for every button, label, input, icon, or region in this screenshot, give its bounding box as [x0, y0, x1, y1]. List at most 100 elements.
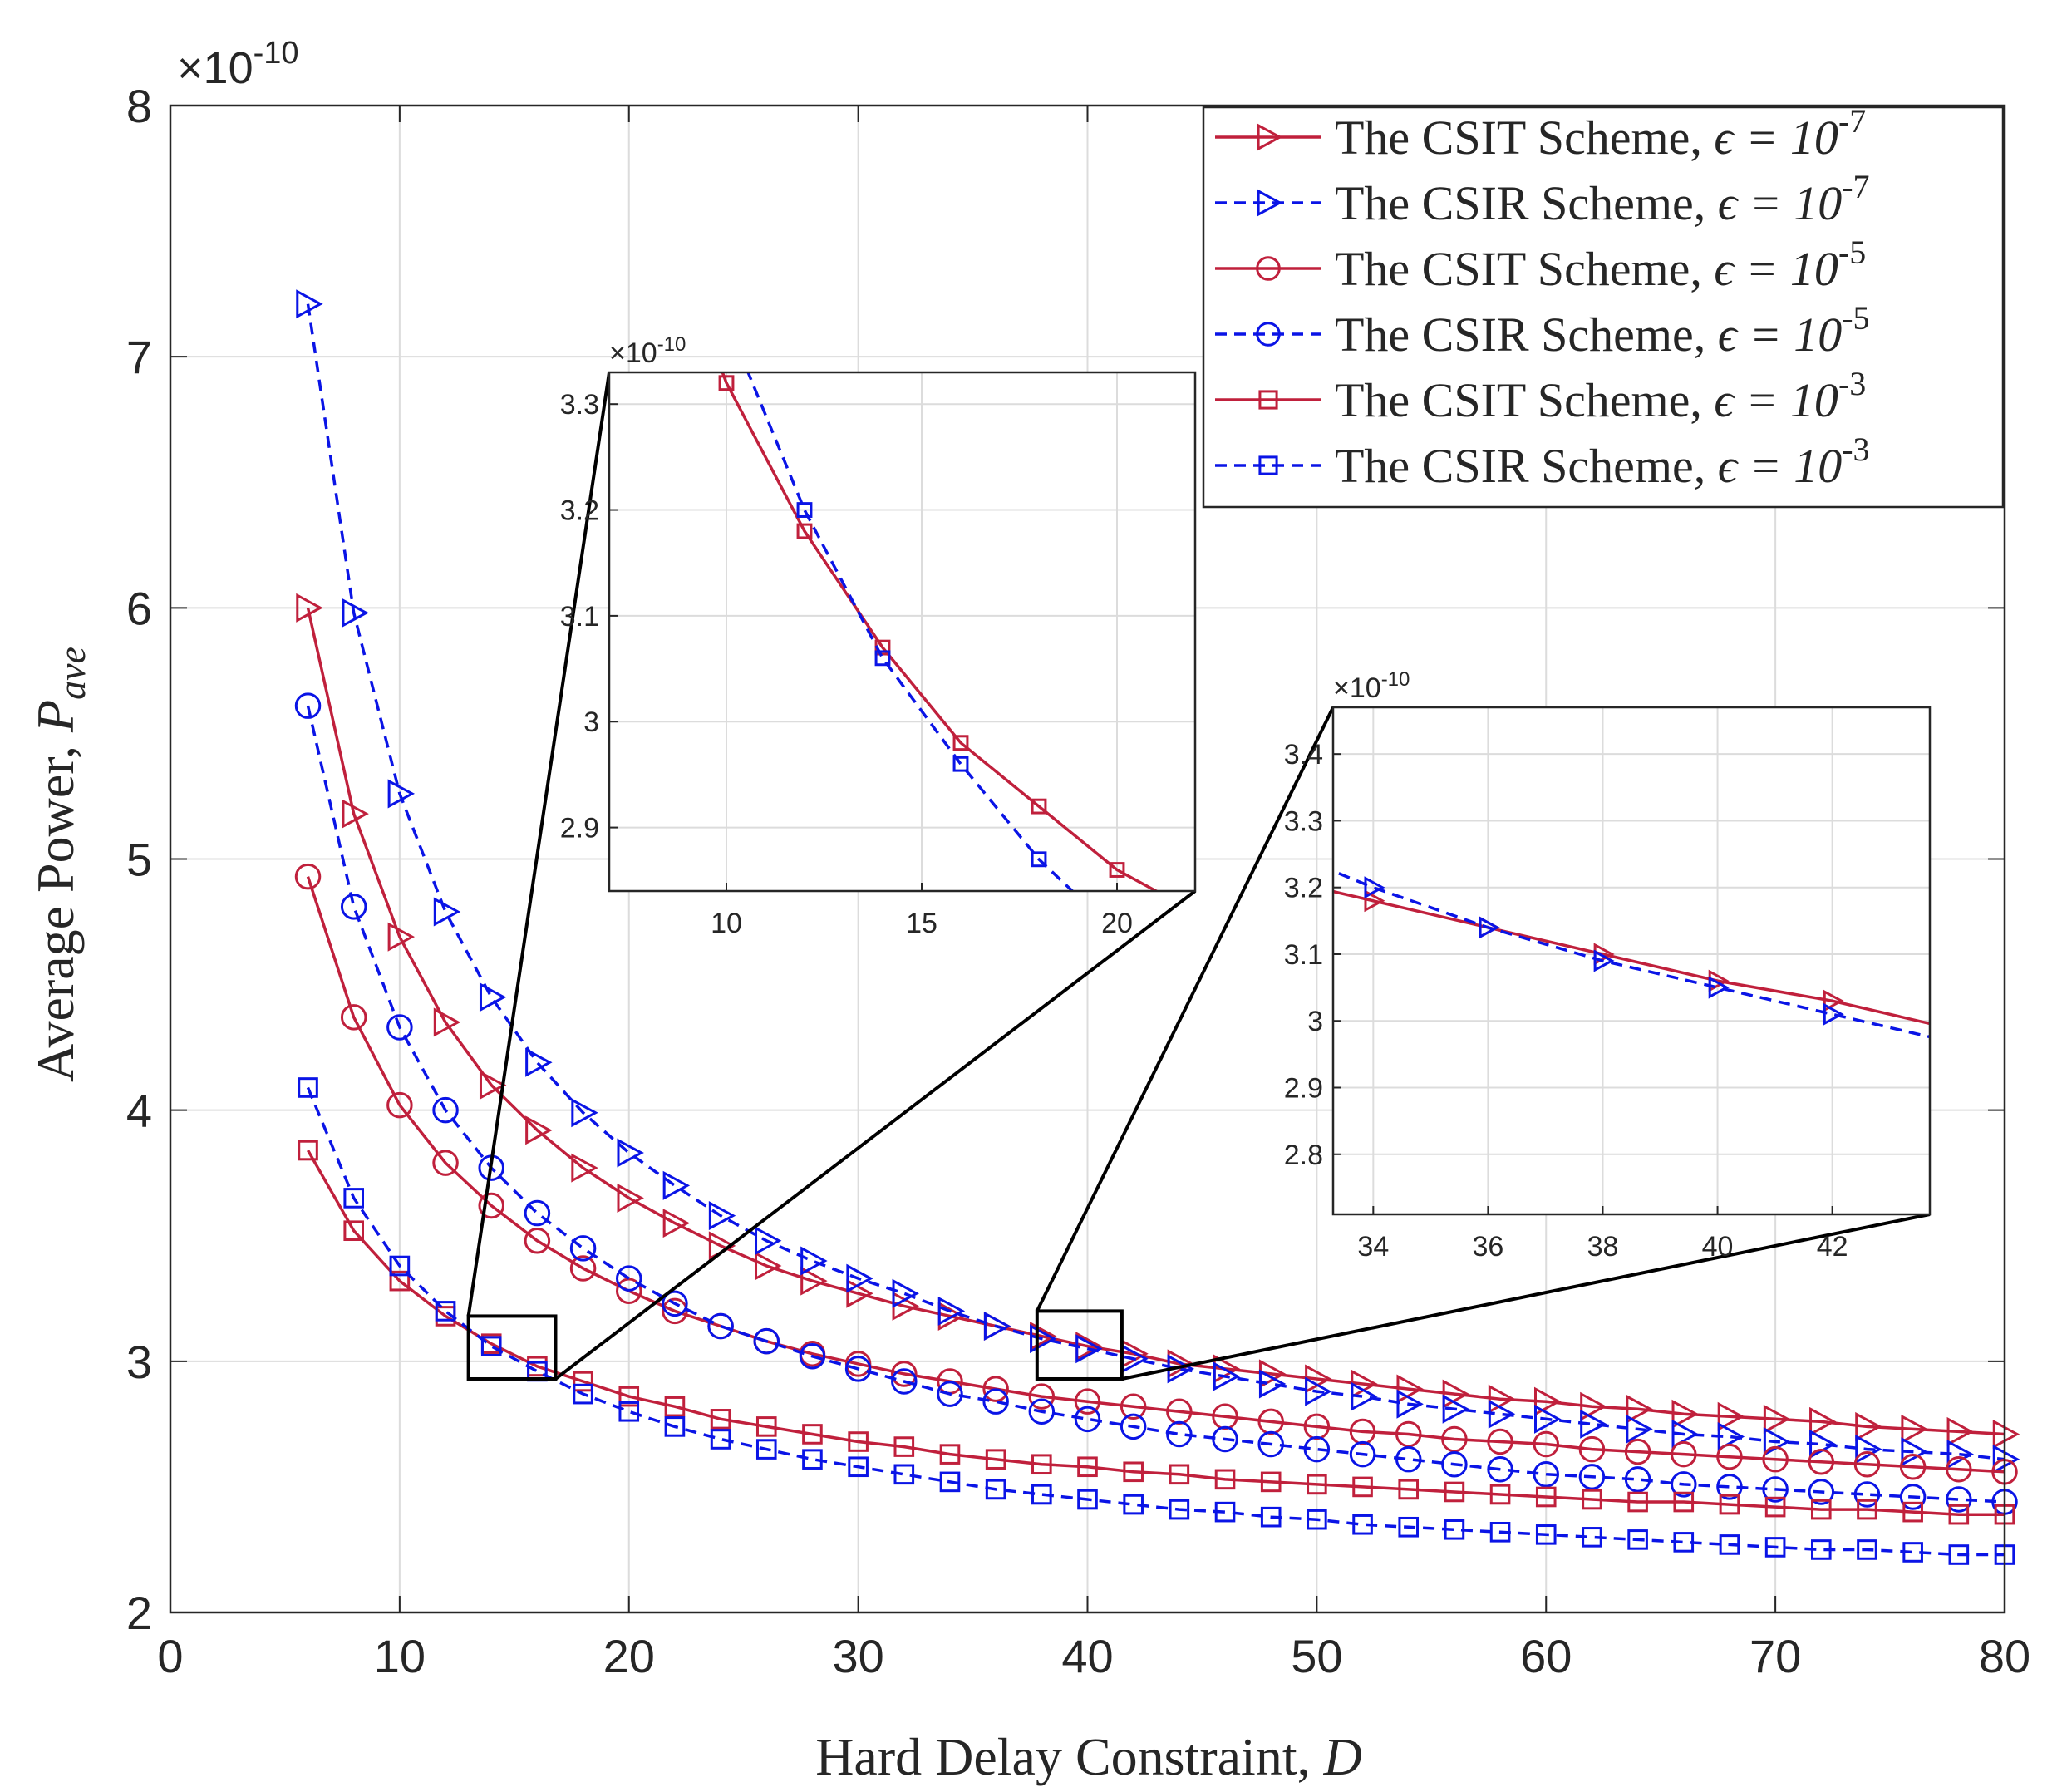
y-tick-label: 7: [126, 331, 152, 383]
triangle-marker: [1823, 1002, 1844, 1026]
square-marker: [1260, 1506, 1282, 1528]
legend-eps-power: -5: [1838, 234, 1866, 271]
circle-marker: [1074, 1388, 1101, 1415]
triangle-marker: [892, 1278, 919, 1308]
square-marker: [1948, 1544, 1970, 1565]
circle-marker: [1671, 1471, 1697, 1498]
square-marker: [389, 1270, 411, 1292]
square-marker: [1258, 390, 1278, 410]
triangle-marker: [2054, 1051, 2057, 1070]
square-marker: [1764, 1537, 1786, 1558]
triangle-marker: [525, 1115, 553, 1145]
circle-marker: [1578, 1464, 1606, 1490]
circle-marker: [1624, 1466, 1651, 1493]
circle-marker: [662, 1290, 688, 1317]
circle-marker: [1716, 1443, 1743, 1470]
square-marker: [755, 1416, 777, 1437]
triangle-marker: [755, 1251, 782, 1281]
circle-marker: [799, 1343, 826, 1370]
square-marker: [1582, 1527, 1602, 1548]
inset-exponent-power: -10: [657, 333, 686, 356]
square-marker: [664, 1416, 686, 1437]
triangle-marker: [1075, 1334, 1103, 1364]
square-marker: [1077, 1456, 1098, 1478]
circle-marker: [1853, 1481, 1881, 1508]
inset-y-tick-label: 3.2: [560, 495, 599, 527]
triangle-marker: [103, 111, 120, 130]
inset-y-tick-label: 3.3: [560, 389, 599, 421]
inset-y-tick-label: 2.9: [1284, 1073, 1323, 1105]
square-marker: [1258, 455, 1278, 475]
triangle-marker: [296, 289, 323, 319]
inset-left: 10 15 20 2.9 3 3.1 3.2 3.3 ×10-10: [560, 333, 2057, 1353]
legend-label: The CSIR Scheme, ϵ = 10-7: [1335, 168, 1870, 230]
circle-marker: [707, 1312, 734, 1340]
series-line: [1333, 889, 1930, 1026]
square-marker: [573, 1371, 593, 1392]
y-tick-label: 2: [126, 1587, 152, 1639]
triangle-marker: [662, 1170, 691, 1200]
square-marker: [1627, 1529, 1648, 1550]
square-marker: [985, 1479, 1006, 1500]
inset-right: 34 36 38 40 422.82.933.13.23.33.4×10-10: [103, 111, 2057, 1263]
triangle-marker: [571, 1098, 598, 1128]
triangle-marker: [662, 1209, 691, 1238]
legend-entry: The CSIR Scheme, ϵ = 10-5: [1215, 299, 1870, 362]
zoom-box: [466, 1314, 558, 1381]
triangle-marker: [1580, 1409, 1607, 1439]
triangle-marker: [846, 1278, 873, 1308]
square-marker: [848, 1456, 869, 1478]
square-marker: [1260, 1471, 1282, 1493]
triangle-marker: [1305, 1376, 1332, 1406]
triangle-marker: [1717, 1421, 1745, 1451]
inset-frame: [608, 371, 1197, 893]
triangle-marker: [433, 1007, 461, 1037]
square-marker: [1214, 1501, 1236, 1523]
triangle-marker: [1442, 1379, 1470, 1409]
y-tick-label: 4: [126, 1085, 152, 1137]
circle-marker: [386, 1091, 413, 1119]
triangle-marker: [1671, 1399, 1699, 1429]
square-marker: [1307, 1509, 1327, 1530]
triangle-marker: [342, 799, 369, 829]
inset-y-tick-label: 3: [583, 706, 599, 738]
series-line: [306, 705, 2005, 1504]
square-marker: [710, 1429, 731, 1450]
triangle-marker: [1901, 1414, 1928, 1444]
triangle-marker: [1626, 1414, 1653, 1444]
circle-marker: [616, 1278, 642, 1304]
triangle-marker: [1708, 976, 1730, 999]
inset-x-tick-label: 42: [1817, 1231, 1848, 1263]
triangle-marker: [983, 1312, 1011, 1342]
circle-marker: [524, 1199, 551, 1227]
square-marker: [1352, 1476, 1373, 1498]
inset-x-tick-label: 40: [1702, 1231, 1734, 1263]
circle-marker: [1762, 1476, 1789, 1503]
triangle-marker: [1258, 1369, 1287, 1399]
legend-box: [1202, 106, 2005, 509]
circle-marker: [891, 1361, 918, 1387]
x-tick-label: 40: [1061, 1630, 1113, 1682]
legend-eps: ϵ = 10: [1718, 439, 1843, 493]
circle-marker: [1808, 1448, 1835, 1475]
square-marker: [1811, 1499, 1832, 1520]
triangle-marker: [342, 598, 369, 628]
square-marker: [298, 1077, 318, 1098]
inset-y-tick-label: 3.3: [1284, 805, 1323, 837]
square-marker: [710, 1409, 731, 1430]
circle-marker: [1899, 1453, 1927, 1480]
circle-marker: [1533, 1430, 1559, 1458]
triangle-marker: [1855, 1411, 1882, 1441]
square-marker: [2048, 1340, 2057, 1353]
square-marker: [796, 502, 813, 518]
circle-marker: [340, 1004, 367, 1031]
square-marker: [343, 1220, 364, 1242]
circle-marker: [1212, 1425, 1238, 1453]
y-exponent: ×10-10: [177, 36, 299, 93]
legend-label: The CSIT Scheme, ϵ = 10-5: [1335, 234, 1866, 296]
circle-marker: [753, 1327, 780, 1355]
triangle-marker: [1534, 1404, 1562, 1434]
triangle-marker: [937, 1296, 966, 1326]
y-tick-label: 3: [126, 1336, 152, 1388]
